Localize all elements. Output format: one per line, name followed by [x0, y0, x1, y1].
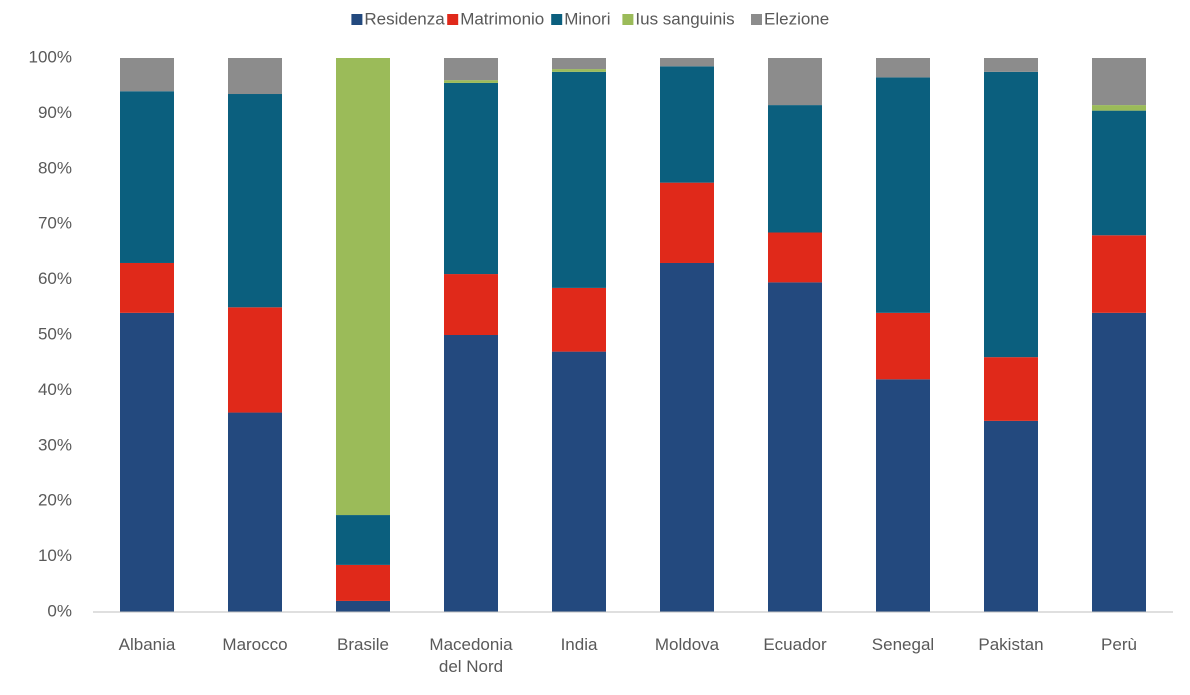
bar-segment: [228, 307, 282, 413]
bar-segment: [444, 82, 498, 275]
bar-segment: [444, 335, 498, 612]
x-tick-label-box: Marocco: [222, 635, 288, 654]
bar-segment: [984, 58, 1038, 72]
bar-segment: [444, 274, 498, 335]
bar-segment: [552, 58, 606, 70]
bar-segment: [660, 182, 714, 263]
bar-segment: [336, 600, 390, 612]
x-tick-label: Macedonia del Nord: [429, 635, 513, 676]
bar-segment: [120, 262, 174, 313]
x-tick-label: Marocco: [222, 635, 288, 654]
y-tick-label: 40%: [38, 380, 72, 399]
y-tick-label: 60%: [38, 269, 72, 288]
x-tick-label-box: Senegal: [871, 635, 935, 654]
bar-segment: [552, 287, 606, 352]
bar-segment: [552, 69, 606, 72]
bar-segment: [660, 58, 714, 67]
x-tick-label: Pakistan: [978, 635, 1044, 654]
x-tick-label-box: Ecuador: [763, 635, 827, 654]
bar-segment: [120, 91, 174, 263]
x-tick-label: Senegal: [871, 635, 935, 654]
y-tick-label: 10%: [38, 546, 72, 565]
bar-segment: [120, 58, 174, 92]
y-tick-label: 30%: [38, 435, 72, 454]
bar-segment: [984, 71, 1038, 358]
bar-segment: [444, 80, 498, 83]
x-tick-label: Perù: [1101, 635, 1137, 654]
bar-segment: [444, 58, 498, 81]
legend-swatch: [551, 14, 563, 25]
bar-segment: [660, 262, 714, 612]
bar-segment: [228, 94, 282, 308]
x-tick-label-box: India: [560, 635, 598, 654]
bar-segment: [552, 351, 606, 612]
legend-label: Elezione: [764, 9, 829, 28]
bar-segment: [1092, 312, 1146, 612]
x-tick-label-box: Albania: [118, 635, 176, 654]
legend-label: Matrimonio: [460, 9, 544, 28]
bar-segment: [768, 58, 822, 106]
x-tick-label: Albania: [118, 635, 176, 654]
bar-segment: [336, 515, 390, 565]
legend-swatch: [622, 14, 634, 25]
x-tick-label-box: Pakistan: [978, 635, 1044, 654]
bar-segment: [120, 312, 174, 612]
bar-segment: [876, 77, 930, 313]
x-tick-label-box: Brasile: [337, 635, 389, 654]
bar-segment: [1092, 105, 1146, 111]
x-tick-label-box: Perù: [1101, 635, 1137, 654]
y-tick-label: 0%: [47, 601, 72, 620]
x-tick-label: India: [560, 635, 598, 654]
bar-segment: [552, 71, 606, 288]
bar-segment: [1092, 58, 1146, 106]
bar-segment: [768, 282, 822, 612]
x-tick-label-box: Macedonia del Nord: [429, 635, 513, 676]
bar-segment: [1092, 235, 1146, 313]
bar-segment: [336, 564, 390, 601]
bar-segment: [876, 379, 930, 612]
legend-swatch: [447, 14, 459, 25]
bar-segment: [984, 420, 1038, 612]
y-tick-label: 20%: [38, 491, 72, 510]
y-tick-label: 80%: [38, 158, 72, 177]
bar-segment: [336, 58, 390, 516]
x-tick-label: Moldova: [654, 635, 720, 654]
x-tick-label: Ecuador: [763, 635, 827, 654]
legend-label: Residenza: [364, 9, 445, 28]
y-tick-label: 50%: [38, 324, 72, 343]
legend-label: Minori: [564, 9, 610, 28]
x-tick-label-box: Moldova: [654, 635, 720, 654]
bar-segment: [876, 58, 930, 78]
bar-segment: [228, 412, 282, 612]
bar-segment: [660, 66, 714, 183]
y-tick-label: 70%: [38, 214, 72, 233]
bar-segment: [768, 232, 822, 283]
y-tick-label: 100%: [29, 47, 72, 66]
legend-label: Ius sanguinis: [635, 9, 734, 28]
legend-swatch: [751, 14, 762, 25]
bar-segment: [984, 357, 1038, 421]
x-tick-label: Brasile: [337, 635, 389, 654]
bar-segment: [768, 105, 822, 233]
y-tick-label: 90%: [38, 103, 72, 122]
legend-swatch: [351, 14, 363, 25]
bar-segment: [228, 58, 282, 95]
bar-segment: [876, 312, 930, 380]
bar-segment: [1092, 110, 1146, 236]
